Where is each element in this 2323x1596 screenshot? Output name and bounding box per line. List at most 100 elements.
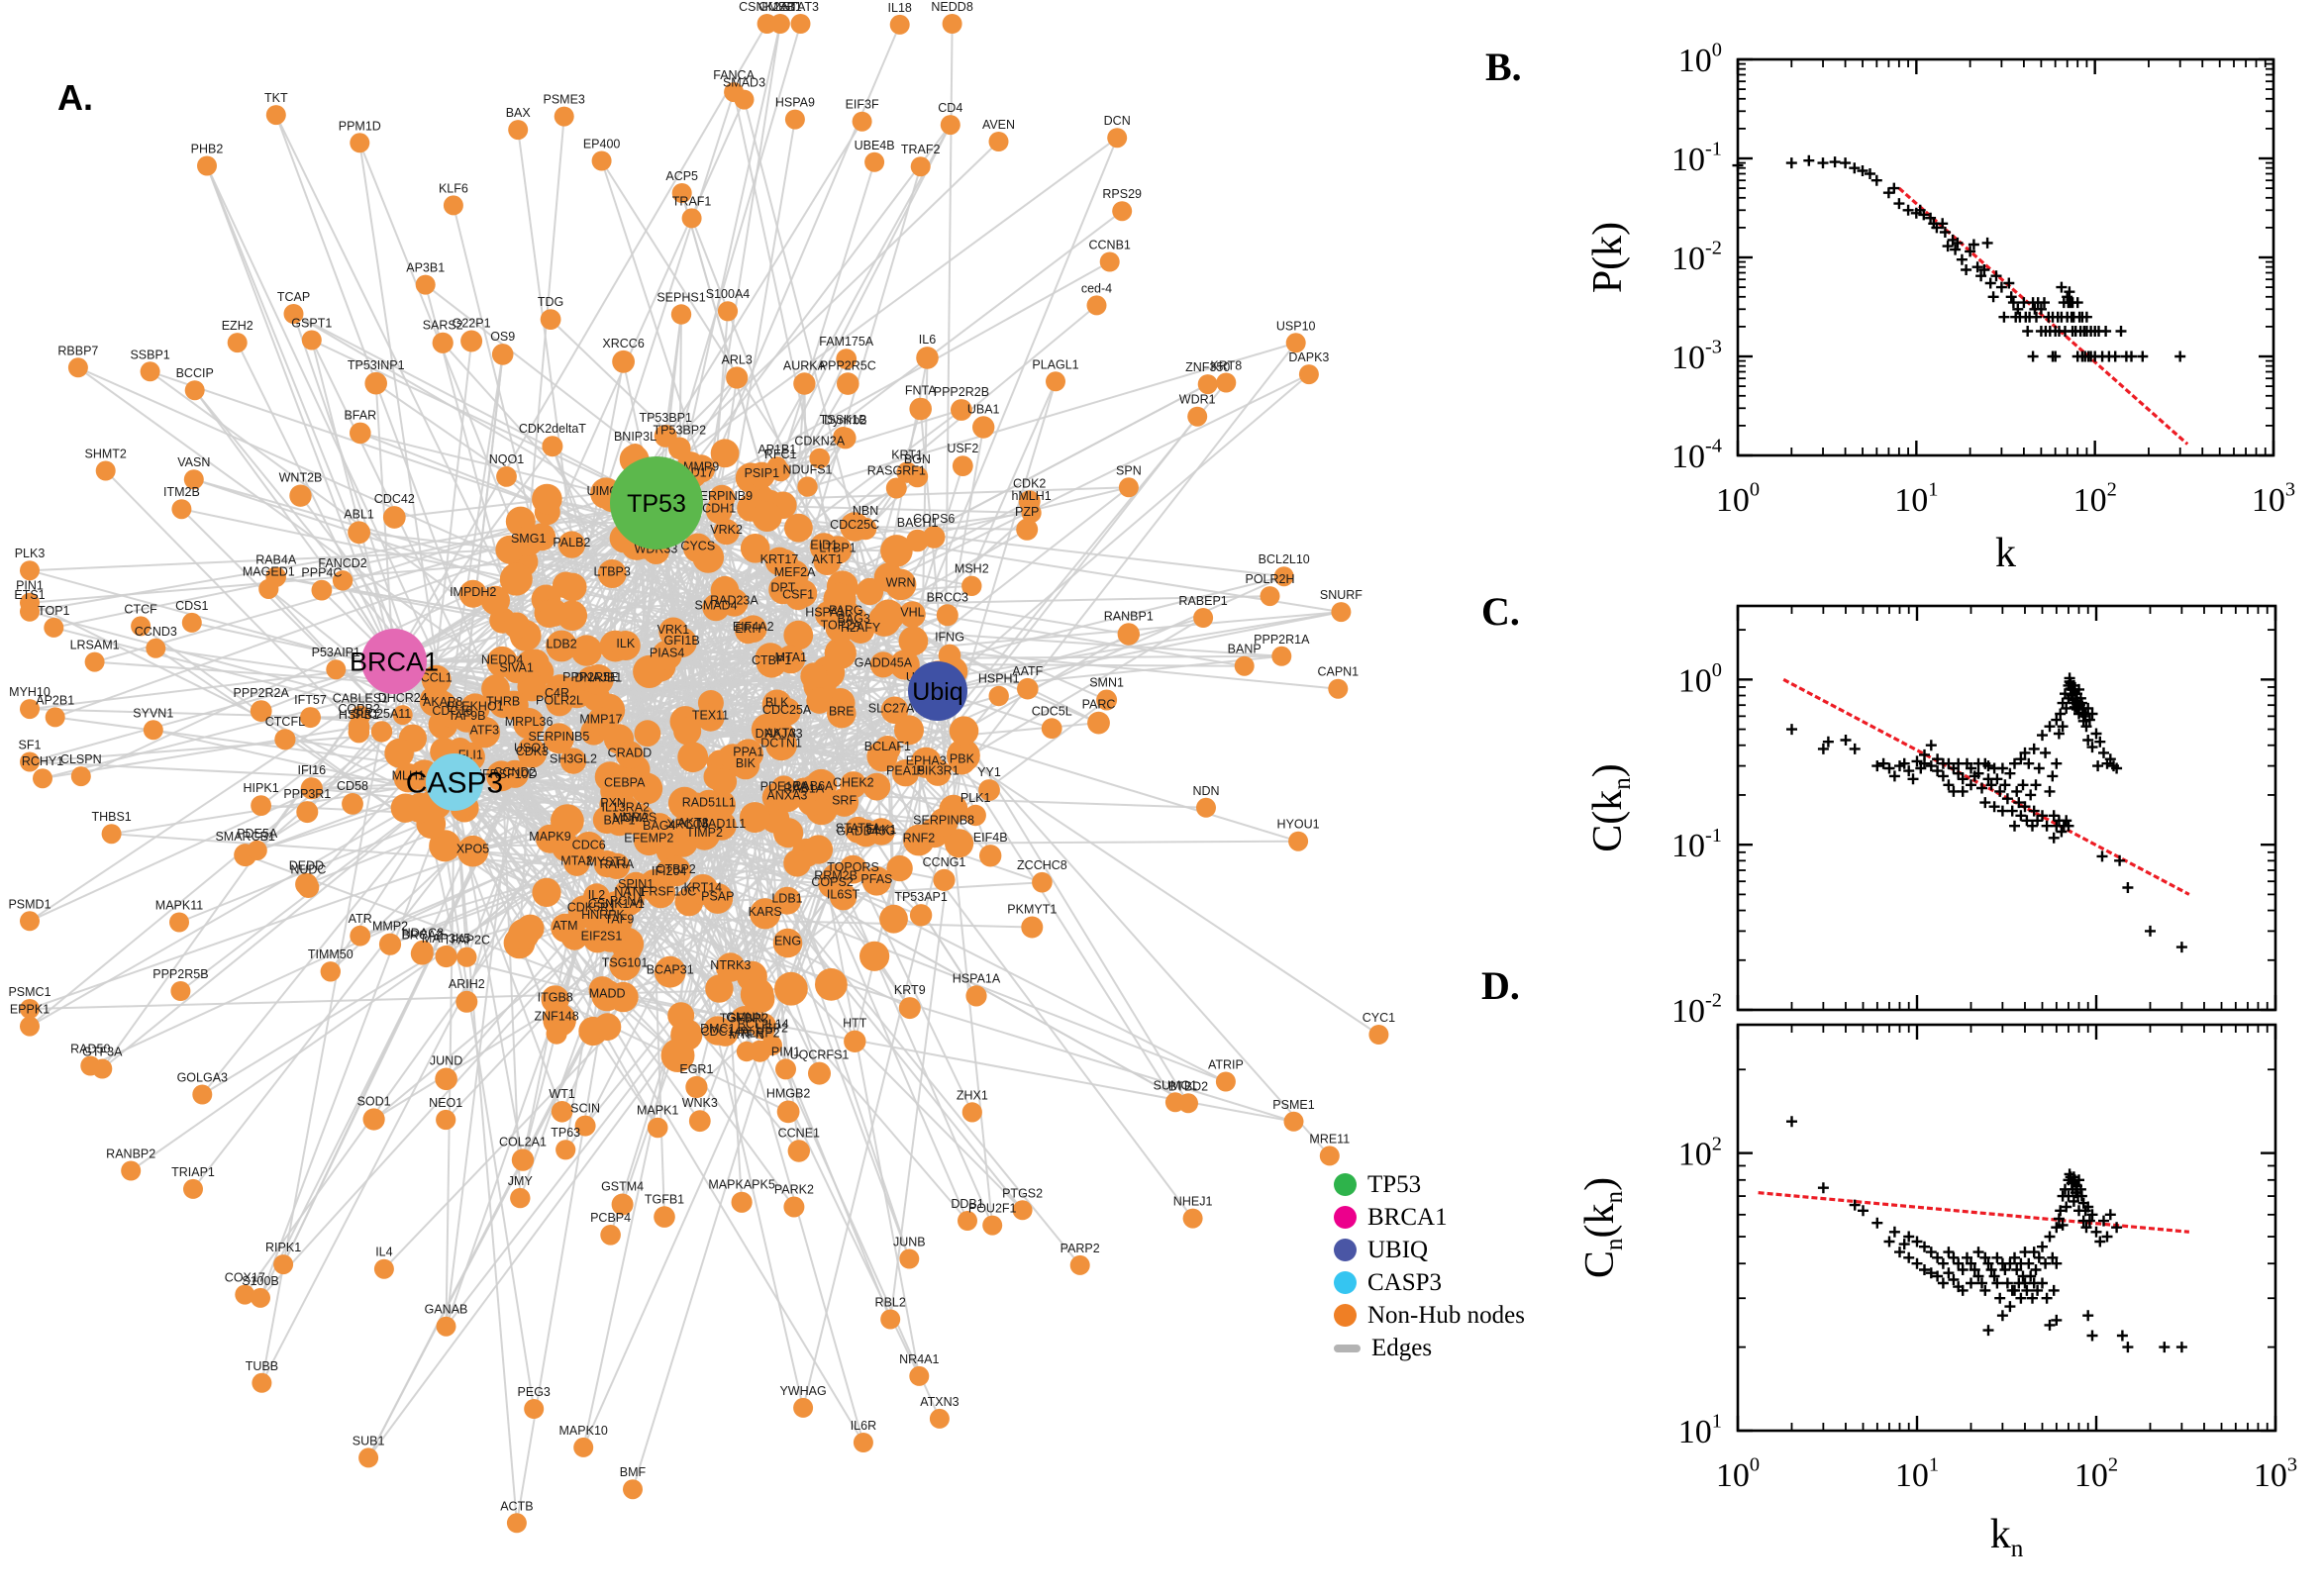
network-node-label: CRADD [608, 746, 652, 759]
network-node-label: XRCC5 [666, 817, 708, 831]
panel-c-label: C. [1481, 589, 1520, 634]
network-edge [29, 601, 437, 805]
legend-item-ubiq: UBIQ [1334, 1234, 1525, 1266]
network-node-label: NTRK3 [710, 958, 751, 972]
network-node [1182, 1208, 1203, 1229]
network-node-label: RAD51L1 [682, 796, 736, 810]
network-node-label: BCAP31 [647, 963, 694, 977]
network-node-label: MTA1 [775, 650, 807, 664]
network-node-label: RIPK1 [265, 1241, 301, 1254]
network-node-label: CDK5R1 [567, 900, 616, 914]
network-edge [820, 663, 906, 786]
network-node-label: CDH1 [702, 502, 736, 516]
data-point [2009, 757, 2020, 769]
network-node [1260, 586, 1280, 607]
network-node-label: MYST1 [586, 855, 628, 869]
brca1-hub-swatch-icon [1334, 1206, 1357, 1229]
network-node [898, 626, 929, 656]
casp3-hub-node [426, 753, 483, 811]
network-node [429, 830, 461, 862]
network-node-label: BMF [620, 1465, 647, 1479]
data-point [2057, 721, 2069, 733]
x-tick-label: 100 [1716, 1454, 1760, 1494]
network-edge [758, 124, 952, 499]
network-node [437, 698, 467, 729]
data-point [1877, 757, 1889, 769]
network-edge [548, 612, 1081, 1266]
network-node [909, 1365, 930, 1386]
data-point [1939, 227, 1951, 238]
network-edge [259, 905, 618, 1299]
network-node-label: ACP5 [665, 169, 698, 183]
network-node [720, 588, 749, 617]
network-edge [754, 161, 876, 549]
network-node-label: GADD45G [837, 825, 896, 839]
network-node-label: STAT5A [836, 821, 881, 835]
network-node-label: WNT2B [279, 471, 323, 485]
network-node-label: HSPA1L [805, 606, 852, 620]
network-node-label: PARP2 [1060, 1242, 1100, 1255]
network-node [455, 990, 478, 1013]
data-point [1985, 779, 1997, 791]
network-node-label: ARIH2 [449, 977, 485, 991]
network-edge [236, 342, 395, 662]
network-node-label: KRT14 [683, 881, 722, 895]
legend-label: TP53 [1367, 1170, 1422, 1198]
network-node-label: UBA1 [967, 402, 1000, 416]
network-node-label: CSF1 [782, 588, 814, 602]
data-point [2159, 1342, 2171, 1353]
network-node [736, 1041, 758, 1062]
network-node-label: FNTA [905, 384, 937, 398]
network-node-label: DPT [770, 581, 795, 595]
data-points [1786, 1116, 2187, 1353]
data-point [2005, 291, 2017, 303]
network-node-label: PIK3R1 [917, 764, 960, 778]
network-node-label: GSPT1 [291, 317, 332, 331]
network-node-label: SOD1 [357, 1094, 391, 1108]
network-edge [843, 699, 1108, 898]
network-node-label: HTT [843, 1017, 867, 1031]
network-node-label: SMAD4 [695, 599, 738, 613]
x-axis-title: kn [1990, 1512, 2024, 1562]
network-node-label: HSPA1A [953, 971, 1001, 985]
network-node [20, 560, 40, 581]
network-node [20, 699, 40, 720]
network-node-label: BAG3 [838, 612, 870, 626]
network-node [1234, 655, 1255, 676]
data-point [2092, 760, 2104, 772]
network-node [889, 649, 920, 680]
network-node [1021, 502, 1042, 524]
data-point [1948, 1274, 1960, 1285]
data-point [2086, 742, 2098, 753]
network-node-label: MMP9 [683, 459, 719, 473]
data-point [1898, 1239, 1910, 1250]
network-node-label: RFC1 [764, 448, 797, 461]
data-point [2115, 326, 2127, 337]
network-node [546, 630, 577, 662]
network-node-label: PEA15 [886, 764, 925, 778]
data-point [2015, 810, 2027, 822]
data-point [1969, 1264, 1980, 1275]
axis-ticks [1736, 57, 2275, 457]
x-tick-label: 102 [2073, 479, 2117, 519]
network-node [660, 855, 691, 887]
network-node [624, 803, 656, 836]
network-node [1096, 689, 1118, 711]
network-node [443, 195, 463, 216]
data-point [1871, 1217, 1883, 1229]
network-node-label: SMG1 [511, 532, 546, 546]
data-point [2012, 303, 2024, 315]
network-node-label: SHMT2 [85, 448, 127, 461]
network-node-label: EPPK1 [10, 1003, 50, 1017]
data-point [2040, 747, 2052, 758]
network-node [929, 807, 959, 837]
network-node [101, 824, 122, 845]
network-node [300, 777, 323, 800]
data-point [1966, 779, 1976, 791]
network-node-label: DNAJA3 [756, 727, 803, 741]
network-node-label: NBN [853, 504, 878, 518]
network-node-label: AP3B1 [406, 261, 445, 275]
network-node [350, 133, 370, 153]
network-node-label: CCL1 [421, 671, 453, 685]
data-point [2028, 805, 2040, 817]
